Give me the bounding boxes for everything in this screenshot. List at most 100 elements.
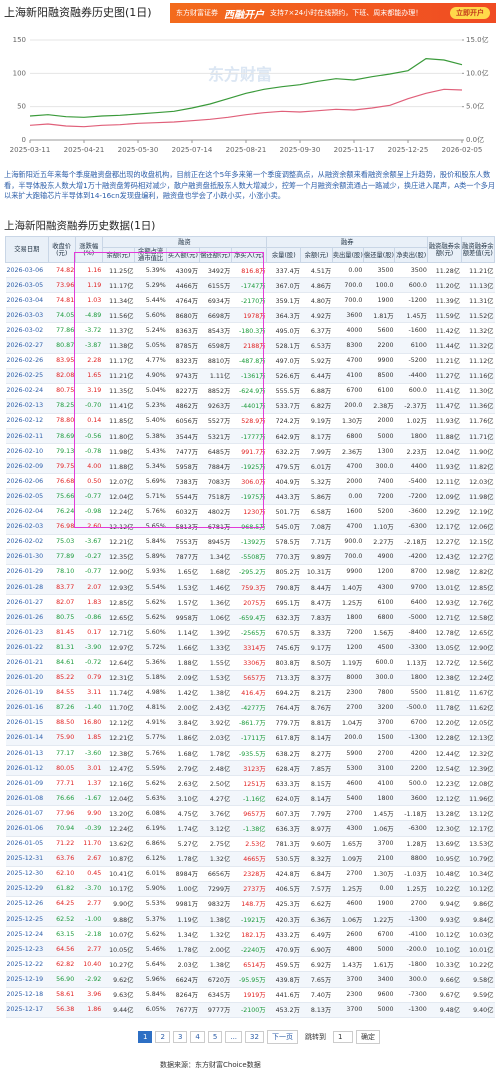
- cell: 695.1万: [266, 594, 301, 611]
- cell: 11.41亿: [427, 383, 462, 399]
- cell: 6.62万: [300, 896, 333, 913]
- y-tick-label: 0: [22, 136, 26, 144]
- cell: 420.3万: [266, 911, 301, 928]
- page-button[interactable]: 4: [190, 1031, 205, 1043]
- cell: 1.83: [75, 594, 103, 611]
- cell: -487.8万: [231, 353, 267, 369]
- ad-banner[interactable]: 东方财富证券 西融开户 支持7×24小时在线预约，下班、周末都能办理！ 立即开户: [170, 3, 496, 23]
- cell: 8.81万: [300, 715, 333, 731]
- cell: 8810万: [199, 353, 232, 369]
- column-header: 余量(股): [266, 247, 302, 263]
- cell: 0.50: [75, 473, 103, 490]
- cell: 11.52亿: [461, 307, 495, 324]
- cell: 1.68亿: [166, 745, 199, 762]
- cell: 1900: [363, 896, 395, 913]
- cell: -1361万: [231, 368, 267, 384]
- date-cell: 2026-02-04: [5, 504, 49, 520]
- cell: 9777万: [199, 1002, 232, 1018]
- cell: 439.8万: [266, 971, 301, 988]
- cell: 6.19%: [134, 820, 167, 837]
- cell: 3.92亿: [199, 715, 232, 731]
- date-cell: 2026-03-04: [5, 292, 49, 309]
- column-header: 融资融券余额(元): [427, 236, 462, 263]
- cell: 11.47亿: [427, 398, 462, 414]
- cell: 4000: [332, 322, 364, 339]
- date-cell: 2026-02-13: [5, 398, 49, 414]
- table-row: 2026-01-12 80.05 3.01 12.47亿 5.59% 2.79亿 2.48亿…: [5, 760, 495, 777]
- group-header: 融券: [266, 236, 429, 248]
- cell: 7200: [363, 488, 395, 505]
- cell: -0.56: [75, 428, 103, 445]
- cell: 670.5万: [266, 624, 301, 641]
- cell: 4862万: [166, 398, 199, 414]
- cell: -624.9万: [231, 383, 267, 399]
- cell: 632.3万: [266, 609, 301, 626]
- cell: 8.44万: [300, 579, 333, 596]
- date-cell: 2026-01-19: [5, 685, 49, 701]
- cell: 501.7万: [266, 504, 301, 520]
- cell: 2.23万: [394, 443, 428, 460]
- table-row: 2026-01-23 81.45 0.17 12.71亿 5.60% 1.14亿 1.39亿…: [5, 624, 495, 641]
- page-button[interactable]: 1: [138, 1031, 153, 1043]
- table-row: 2026-01-13 77.17 -3.60 12.38亿 5.76% 1.68亿 1.78…: [5, 745, 495, 762]
- cell: 4.90%: [134, 368, 167, 384]
- page-button[interactable]: 1: [332, 1031, 353, 1043]
- date-cell: 2026-01-20: [5, 670, 49, 686]
- cell: 10.87亿: [102, 851, 135, 867]
- cell: 12.07亿: [102, 473, 135, 490]
- cell: 2.38万: [363, 398, 395, 414]
- cell: 80.75: [48, 383, 76, 399]
- cell: 2.27万: [363, 534, 395, 550]
- cell: 12.11亿: [427, 473, 462, 490]
- cell: 8.27万: [300, 745, 333, 762]
- cell: 11.81亿: [427, 685, 462, 701]
- cell: -1300: [394, 1002, 428, 1018]
- page-button[interactable]: ...: [225, 1031, 243, 1043]
- cell: 10.95亿: [427, 851, 462, 867]
- page-button[interactable]: 5: [207, 1031, 223, 1043]
- cell: 74.05: [48, 307, 76, 324]
- page-button[interactable]: 3: [172, 1031, 188, 1043]
- page-button[interactable]: 32: [245, 1031, 264, 1043]
- cell: 82.07: [48, 594, 76, 611]
- table-row: 2026-01-28 83.77 2.07 12.93亿 5.54% 1.53亿 1.46亿…: [5, 579, 495, 596]
- date-cell: 2025-12-24: [5, 926, 49, 943]
- cell: -4401万: [231, 398, 267, 414]
- cell: 5.63%: [134, 790, 167, 807]
- cell: 5.90%: [134, 881, 167, 897]
- date-cell: 2026-03-06: [5, 262, 49, 279]
- table-row: 2026-02-13 78.25 -0.70 11.41亿 5.23% 4862万 9263…: [5, 398, 495, 414]
- cell: -1921万: [231, 911, 267, 928]
- cell: 1.13万: [394, 654, 428, 671]
- table-row: 2026-02-12 78.80 0.14 11.85亿 5.40% 6056万 5527万…: [5, 413, 495, 430]
- cell: 16.80: [75, 715, 103, 731]
- cell: 5.62%: [134, 926, 167, 943]
- cell: 11.32亿: [461, 337, 495, 354]
- cell: 638.2万: [266, 745, 301, 762]
- cell: 84.55: [48, 685, 76, 701]
- cell: 11.80亿: [102, 428, 135, 445]
- cell: -1392万: [231, 534, 267, 550]
- date-cell: 2025-12-30: [5, 866, 49, 882]
- cell: 1.03: [75, 292, 103, 309]
- cell: 11.88亿: [102, 458, 135, 475]
- page-button[interactable]: 下一页: [266, 1030, 298, 1044]
- date-cell: 2026-02-05: [5, 488, 49, 505]
- cell: 70.94: [48, 820, 76, 837]
- cell: 6514万: [231, 956, 267, 973]
- cell: 11.30亿: [461, 383, 495, 399]
- cell: 6400: [394, 594, 428, 611]
- cell: 12.90亿: [461, 639, 495, 656]
- cell: 7083万: [199, 473, 232, 490]
- cell: 4700: [332, 353, 364, 369]
- column-header: 融资融券余额差值(元): [460, 236, 496, 263]
- cell: -4100: [394, 926, 428, 943]
- page-button[interactable]: 确定: [355, 1030, 380, 1044]
- ad-button[interactable]: 立即开户: [450, 7, 490, 19]
- cell: 5.62%: [134, 594, 167, 611]
- pagination[interactable]: 1 2 3 4 5... 32 下一页 跳转到 1 确定: [138, 1030, 380, 1044]
- cell: 11.17亿: [102, 277, 135, 294]
- cell: 5.05%: [134, 337, 167, 354]
- cell: 11.71亿: [461, 428, 495, 445]
- page-button[interactable]: 2: [155, 1031, 170, 1043]
